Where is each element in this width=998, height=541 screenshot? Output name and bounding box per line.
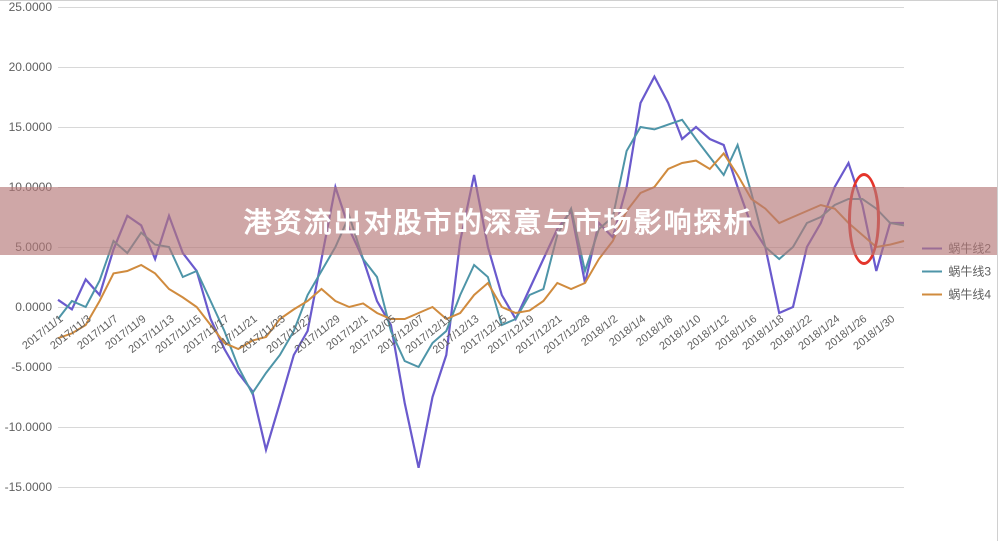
y-tick-label: 20.0000 [9, 60, 52, 74]
y-tick-label: -5.0000 [11, 360, 52, 374]
legend-label: 蜗牛线4 [948, 286, 991, 303]
legend-item: 蜗牛线4 [922, 286, 991, 303]
y-tick-label: -15.0000 [5, 480, 52, 494]
line-chart: 25.000020.000015.000010.00005.00000.0000… [0, 0, 998, 541]
overlay-title-band: 港资流出对股市的深意与市场影响探析 [0, 187, 997, 255]
overlay-title-text: 港资流出对股市的深意与市场影响探析 [243, 201, 753, 241]
y-tick-label: 0.0000 [15, 300, 52, 314]
y-tick-label: -10.0000 [5, 420, 52, 434]
legend-label: 蜗牛线3 [948, 263, 991, 280]
gridline [58, 487, 904, 488]
y-tick-label: 15.0000 [9, 120, 52, 134]
legend-swatch [922, 293, 942, 295]
y-tick-label: 25.0000 [9, 0, 52, 14]
legend-swatch [922, 270, 942, 272]
legend-item: 蜗牛线3 [922, 263, 991, 280]
